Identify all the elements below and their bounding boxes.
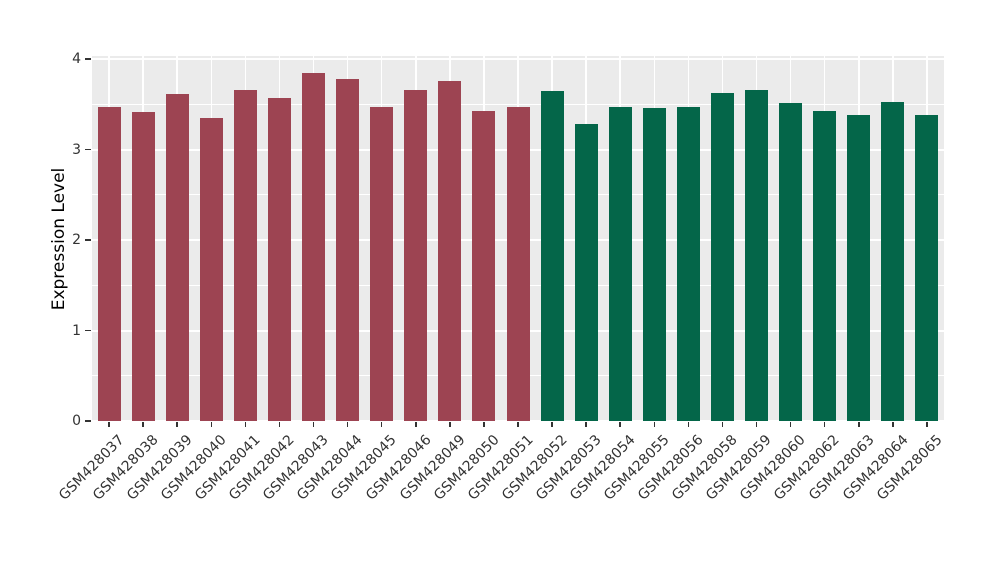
bar-GSM428065 [915,115,939,421]
y-tick [85,239,91,241]
x-tick [926,422,928,427]
y-tick-label: 4 [72,51,81,67]
y-tick-label: 2 [72,232,81,248]
bar-GSM428056 [676,106,700,421]
x-tick [142,422,144,427]
x-tick [858,422,860,427]
x-tick [721,422,724,427]
bar-GSM428050 [472,110,496,421]
bar-GSM428039 [165,94,189,421]
x-tick [755,422,758,427]
x-tick [483,422,485,427]
x-tick [176,422,178,427]
bar-GSM428044 [336,78,360,421]
x-tick [278,422,281,427]
bar-GSM428058 [710,92,734,421]
bar-GSM428043 [302,73,326,421]
x-tick [551,422,553,427]
bar-GSM428060 [779,103,803,421]
x-tick [892,422,894,427]
bar-GSM428053 [574,124,598,421]
bar-GSM428064 [881,102,905,421]
bar-GSM428055 [642,107,666,421]
bar-GSM428046 [404,89,428,421]
x-tick [415,422,417,427]
x-tick [380,422,383,427]
bar-GSM428063 [847,115,871,421]
x-tick [789,422,792,427]
x-tick [585,422,587,427]
x-tick [449,422,451,427]
y-tick-label: 1 [72,322,81,339]
bar-GSM428054 [608,106,632,421]
x-tick [687,422,690,427]
y-tick [85,329,91,332]
bar-GSM428045 [370,106,394,421]
bar-GSM428059 [745,89,769,421]
plot-panel [92,56,944,422]
y-tick-label: 0 [72,413,81,429]
bar-GSM428040 [199,117,223,421]
y-tick [85,58,91,60]
x-tick [244,422,247,427]
y-tick [85,148,91,151]
y-tick-label: 3 [72,141,81,158]
y-tick [85,420,91,422]
bar-GSM428041 [233,89,257,421]
x-tick [823,422,826,427]
x-tick [619,422,621,427]
bar-GSM428062 [813,110,837,421]
bar-GSM428038 [131,111,155,421]
x-tick [346,422,349,427]
x-tick [108,422,110,427]
x-tick [312,422,315,427]
x-tick [210,422,213,427]
bar-GSM428042 [267,97,291,421]
x-tick [517,422,519,427]
bar-GSM428049 [438,80,462,421]
bar-GSM428052 [540,90,564,421]
bar-GSM428037 [97,106,121,421]
bar-GSM428051 [506,106,530,421]
x-tick [653,422,656,427]
